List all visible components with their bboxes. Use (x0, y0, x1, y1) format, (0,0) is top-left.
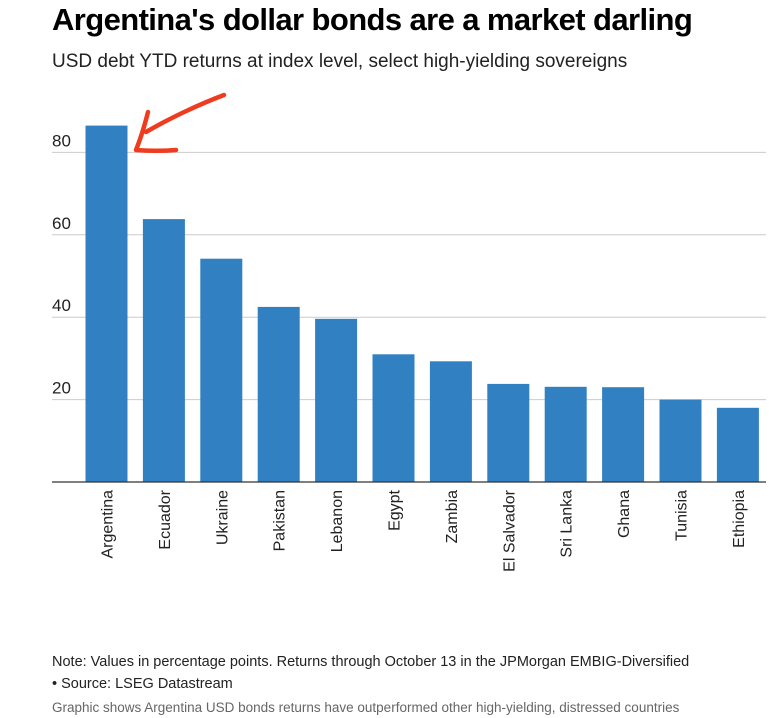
bar-ethiopia (716, 407, 759, 482)
bar-zambia (429, 361, 472, 482)
x-tick-label-zambia: Zambia (444, 490, 461, 543)
x-tick-label-ghana: Ghana (616, 490, 633, 538)
y-tick-label: 40 (52, 296, 71, 315)
chart-note: Note: Values in percentage points. Retur… (52, 651, 689, 695)
y-tick-label: 80 (52, 131, 71, 150)
chart-title: Argentina's dollar bonds are a market da… (52, 2, 693, 37)
bar-sri-lanka (544, 386, 587, 482)
x-tick-label-egypt: Egypt (387, 489, 404, 530)
x-axis-labels: Argentina Ecuador Ukraine Pakistan Lebanon Eg… (100, 489, 748, 572)
bar-ukraine (200, 258, 243, 482)
bar-ghana (602, 387, 645, 482)
annotation-arrow (133, 92, 227, 153)
bar-el-salvador (487, 383, 530, 482)
y-tick-label: 60 (52, 214, 71, 233)
x-tick-label-lebanon: Lebanon (329, 490, 346, 552)
bars (85, 125, 759, 482)
note-text: Note: Values in percentage points. Retur… (52, 654, 690, 670)
bar-lebanon (315, 318, 358, 482)
y-axis-ticks: 20 40 60 80 (52, 131, 71, 397)
x-tick-label-argentina: Argentina (100, 490, 117, 559)
graphic-caption: Graphic shows Argentina USD bonds return… (52, 700, 680, 715)
x-tick-label-el-salvador: El Salvador (501, 489, 518, 571)
bar-chart: 20 40 60 80 Argentina Ecuador Ukraine Pakistan… (52, 92, 766, 572)
x-tick-label-tunisia: Tunisia (674, 490, 691, 541)
source-text: • Source: LSEG Datastream (52, 676, 233, 692)
x-tick-label-ethiopia: Ethiopia (731, 490, 748, 548)
bar-tunisia (659, 399, 702, 482)
x-tick-label-sri-lanka: Sri Lanka (559, 490, 576, 558)
x-tick-label-pakistan: Pakistan (272, 490, 289, 551)
bar-egypt (372, 354, 415, 482)
y-tick-label: 20 (52, 379, 71, 398)
bar-pakistan (257, 306, 300, 482)
bar-ecuador (142, 219, 185, 482)
chart-subtitle: USD debt YTD returns at index level, sel… (52, 51, 628, 72)
bar-argentina (85, 125, 128, 482)
x-tick-label-ecuador: Ecuador (157, 489, 174, 549)
x-tick-label-ukraine: Ukraine (214, 490, 231, 545)
